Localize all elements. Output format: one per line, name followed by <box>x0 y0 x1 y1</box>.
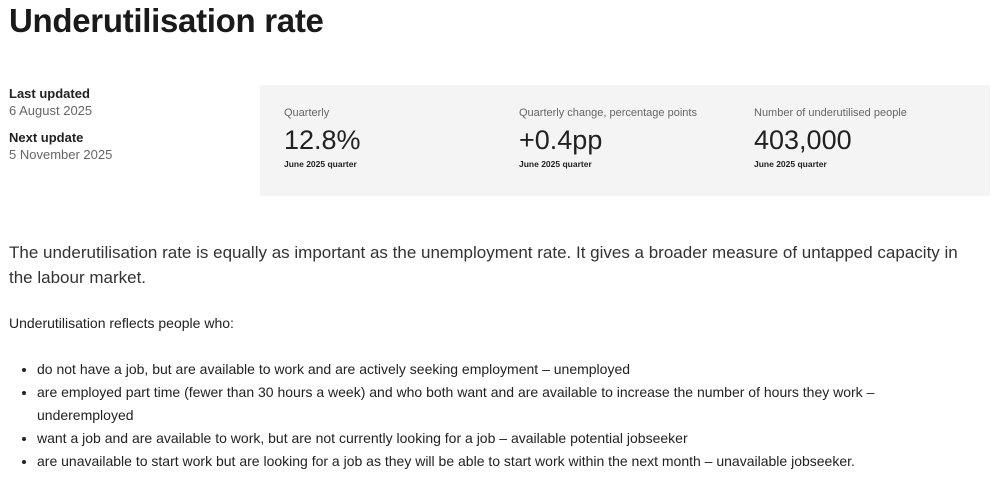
list-item: want a job and are available to work, bu… <box>37 427 960 450</box>
stat-period: June 2025 quarter <box>284 159 357 169</box>
list-item: do not have a job, but are available to … <box>37 358 960 381</box>
list-item: are unavailable to start work but are lo… <box>37 450 960 473</box>
list-intro: Underutilisation reflects people who: <box>9 315 234 331</box>
stat-value: 12.8% <box>284 125 361 155</box>
stat-title: Quarterly <box>284 107 330 119</box>
last-updated-label: Last updated <box>9 86 90 101</box>
page-title: Underutilisation rate <box>9 2 324 39</box>
stat-title: Number of underutilised people <box>754 107 907 119</box>
next-update-value: 5 November 2025 <box>9 147 113 162</box>
next-update-label: Next update <box>9 130 84 145</box>
stat-quarterly-change: Quarterly change, percentage points +0.4… <box>519 107 697 169</box>
stat-title: Quarterly change, percentage points <box>519 107 697 119</box>
list-item: are employed part time (fewer than 30 ho… <box>37 381 960 427</box>
update-info: Last updated 6 August 2025 Next update 5… <box>9 86 112 162</box>
stat-value: +0.4pp <box>519 125 603 155</box>
stat-period: June 2025 quarter <box>754 159 827 169</box>
stats-panel: Quarterly 12.8% June 2025 quarter Quarte… <box>260 85 990 196</box>
stat-period: June 2025 quarter <box>519 159 592 169</box>
stat-value: 403,000 <box>754 125 852 155</box>
definition-list: do not have a job, but are available to … <box>20 358 960 473</box>
stat-quarterly: Quarterly 12.8% June 2025 quarter <box>284 107 361 169</box>
last-updated-value: 6 August 2025 <box>9 103 93 118</box>
stat-underutilised-people: Number of underutilised people 403,000 J… <box>754 107 907 169</box>
intro-paragraph: The underutilisation rate is equally as … <box>9 243 958 287</box>
